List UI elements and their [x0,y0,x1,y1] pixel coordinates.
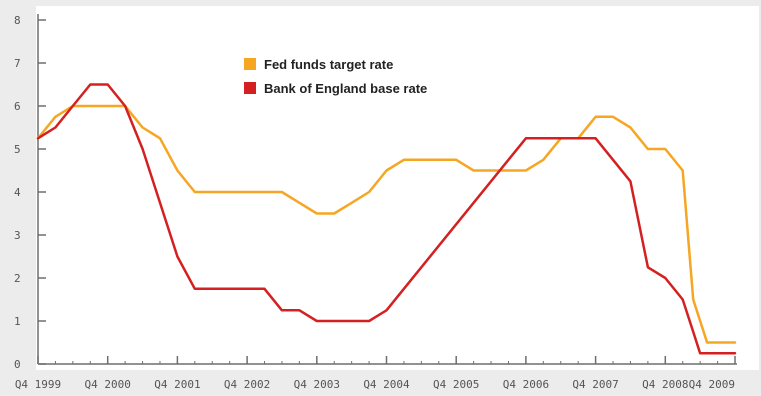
x-tick-label: Q4 2001 [154,378,200,391]
x-tick-label: Q4 2009 [689,378,735,391]
y-tick-label: 2 [14,272,21,285]
legend-label-boe-base: Bank of England base rate [264,81,427,96]
y-tick-label: 4 [14,186,21,199]
x-tick-label: Q4 1999 [15,378,61,391]
y-tick-label: 1 [14,315,21,328]
y-tick-label: 0 [14,358,21,371]
y-tick-label: 3 [14,229,21,242]
legend-swatch-boe-base [244,82,256,94]
x-tick-label: Q4 2000 [85,378,131,391]
x-tick-label: Q4 2008 [642,378,688,391]
y-tick-label: 7 [14,57,21,70]
x-tick-label: Q4 2004 [363,378,410,391]
x-tick-label: Q4 2005 [433,378,479,391]
legend-swatch-fed-funds [244,58,256,70]
x-tick-label: Q4 2003 [294,378,340,391]
series-lines [36,83,737,355]
legend-label-fed-funds: Fed funds target rate [264,57,393,72]
legend: Fed funds target rate Bank of England ba… [244,57,427,96]
axes: 0 1 2 3 4 5 6 7 8 Q4 1999 Q4 2000 Q4 2001 Q4 2002 Q4 … [14,14,737,391]
y-tick-label: 8 [14,14,21,27]
fed-funds-rate-line [36,104,737,344]
y-tick-label: 6 [14,100,21,113]
y-tick-label: 5 [14,143,21,156]
x-tick-label: Q4 2007 [572,378,618,391]
x-tick-label: Q4 2006 [503,378,549,391]
x-tick-label: Q4 2002 [224,378,270,391]
plot-background [36,6,759,370]
boe-base-rate-line [36,83,737,355]
